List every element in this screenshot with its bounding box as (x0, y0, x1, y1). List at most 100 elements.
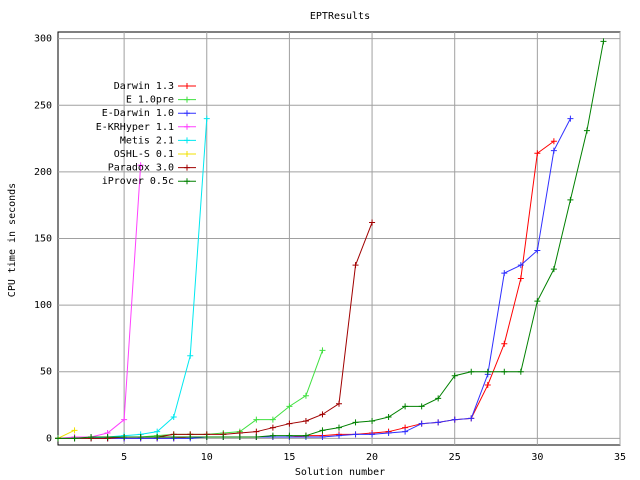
point (203, 115, 210, 122)
point (352, 419, 359, 426)
point (319, 411, 326, 418)
point (319, 427, 326, 434)
point (286, 432, 293, 439)
point (550, 138, 557, 145)
legend-marker (184, 178, 190, 185)
point (517, 262, 524, 269)
point (203, 434, 210, 441)
point (319, 434, 326, 441)
point (484, 368, 491, 375)
legend-marker (184, 151, 190, 157)
legend-label: Darwin 1.3 (114, 81, 174, 92)
point (170, 414, 177, 421)
point (402, 428, 409, 435)
point (501, 340, 508, 347)
point (484, 382, 491, 389)
point (121, 416, 128, 423)
point (517, 275, 524, 282)
point (302, 432, 309, 439)
series-line (58, 222, 373, 439)
legend-marker (184, 137, 190, 144)
point (269, 416, 276, 423)
legend-label: E-Darwin 1.0 (102, 108, 174, 119)
x-tick-label: 10 (201, 452, 213, 463)
point (286, 403, 293, 410)
legend-marker (184, 83, 190, 89)
point (550, 147, 557, 154)
point (336, 424, 342, 431)
y-tick-label: 300 (34, 34, 52, 45)
legend-label: OSHL-S 0.1 (114, 149, 174, 160)
point (468, 368, 475, 375)
point (435, 395, 442, 402)
y-tick-label: 250 (34, 100, 52, 111)
point (369, 219, 376, 226)
series-line (57, 165, 142, 439)
point (435, 419, 442, 426)
y-tick-label: 150 (34, 234, 52, 245)
point (104, 434, 111, 441)
point (468, 415, 475, 422)
point (402, 403, 409, 410)
point (451, 416, 458, 423)
point (501, 270, 508, 277)
point (567, 196, 574, 203)
point (220, 434, 227, 441)
point (418, 420, 425, 427)
legend-marker (184, 110, 190, 117)
point (55, 435, 61, 442)
x-axis-label: Solution number (295, 467, 385, 478)
point (534, 150, 541, 157)
point (534, 247, 541, 254)
x-tick-label: 15 (283, 452, 295, 463)
point (253, 416, 260, 423)
y-tick-label: 100 (34, 300, 52, 311)
point (71, 427, 78, 434)
legend-marker (184, 96, 190, 103)
series-line (58, 41, 604, 439)
legend-marker (184, 164, 190, 171)
point (187, 434, 194, 441)
point (369, 418, 376, 425)
point (137, 434, 144, 441)
x-tick-label: 30 (531, 452, 543, 463)
point (137, 162, 144, 169)
y-tick-label: 0 (46, 433, 52, 444)
point (170, 434, 177, 441)
point (154, 434, 161, 441)
point (336, 400, 342, 407)
point (269, 424, 276, 431)
point (583, 127, 590, 134)
point (71, 435, 78, 442)
point (550, 266, 557, 273)
point (451, 372, 458, 379)
point (302, 418, 309, 425)
y-axis-label: CPU time in seconds (7, 183, 18, 297)
legend-label: iProver 0.5c (102, 176, 174, 187)
x-tick-label: 20 (366, 452, 378, 463)
point (501, 368, 508, 375)
point (253, 428, 260, 435)
legend-marker (184, 123, 190, 130)
point (352, 262, 359, 269)
chart-title: EPTResults (310, 11, 370, 22)
point (302, 392, 309, 399)
point (236, 434, 243, 441)
legend-label: E-KRHyper 1.1 (96, 122, 174, 133)
point (319, 347, 326, 354)
x-tick-label: 5 (121, 452, 127, 463)
point (369, 431, 376, 438)
point (336, 432, 342, 439)
point (567, 115, 574, 122)
point (88, 434, 95, 441)
legend-label: Metis 2.1 (120, 135, 174, 146)
point (352, 431, 359, 438)
x-tick-label: 25 (449, 452, 461, 463)
point (600, 38, 607, 45)
point (418, 403, 425, 410)
x-tick-label: 35 (614, 452, 626, 463)
series-line (57, 429, 75, 439)
legend-label: E 1.0pre (126, 95, 174, 106)
point (187, 352, 194, 359)
